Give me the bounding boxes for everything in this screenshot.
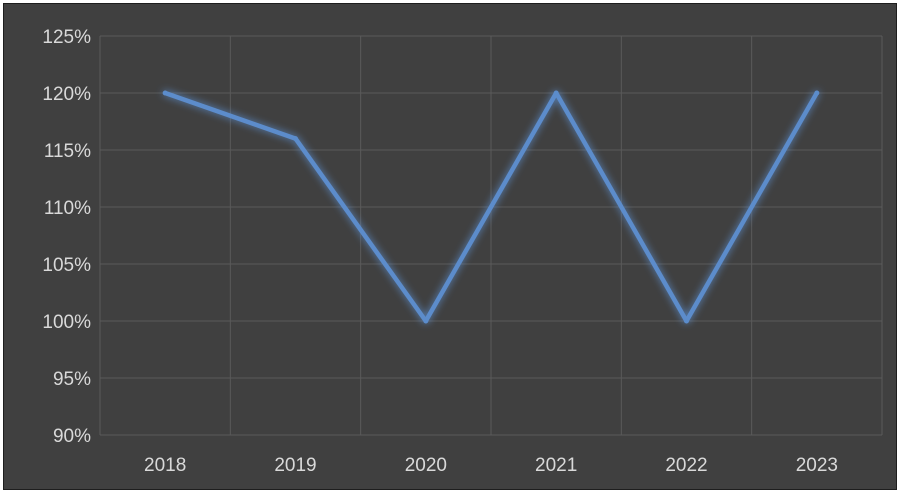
x-tick-label: 2021 xyxy=(535,455,577,476)
x-tick-label: 2018 xyxy=(144,455,186,476)
x-tick-label: 2020 xyxy=(405,455,447,476)
data-point xyxy=(684,318,689,324)
data-point xyxy=(162,90,168,96)
y-tick-label: 115% xyxy=(44,141,91,162)
y-axis-tick-labels: 90% 95% 100% 105% 110% 115% 120% 125% xyxy=(42,27,91,447)
data-point xyxy=(423,318,429,324)
chart-area: 90% 95% 100% 105% 110% 115% 120% 125% 2018 2019 2… xyxy=(3,3,897,490)
data-point xyxy=(553,90,559,96)
data-point xyxy=(293,136,298,142)
series-line xyxy=(162,90,820,324)
gridlines xyxy=(99,35,883,436)
y-tick-label: 90% xyxy=(53,426,91,447)
x-tick-label: 2022 xyxy=(665,455,707,476)
y-tick-label: 100% xyxy=(42,312,91,333)
x-tick-label: 2023 xyxy=(796,455,838,476)
y-tick-label: 125% xyxy=(42,27,91,48)
y-tick-label: 105% xyxy=(42,255,91,276)
y-tick-label: 95% xyxy=(53,369,91,390)
y-tick-label: 120% xyxy=(42,84,91,105)
x-tick-label: 2019 xyxy=(274,455,316,476)
x-axis-tick-labels: 2018 2019 2020 2021 2022 2023 xyxy=(144,455,838,476)
series-lines xyxy=(162,90,820,324)
y-tick-label: 110% xyxy=(44,198,91,219)
data-point xyxy=(814,90,820,96)
line-chart: 90%95%100%105%110%115%120%125% 2018 2019 2… xyxy=(42,27,883,476)
